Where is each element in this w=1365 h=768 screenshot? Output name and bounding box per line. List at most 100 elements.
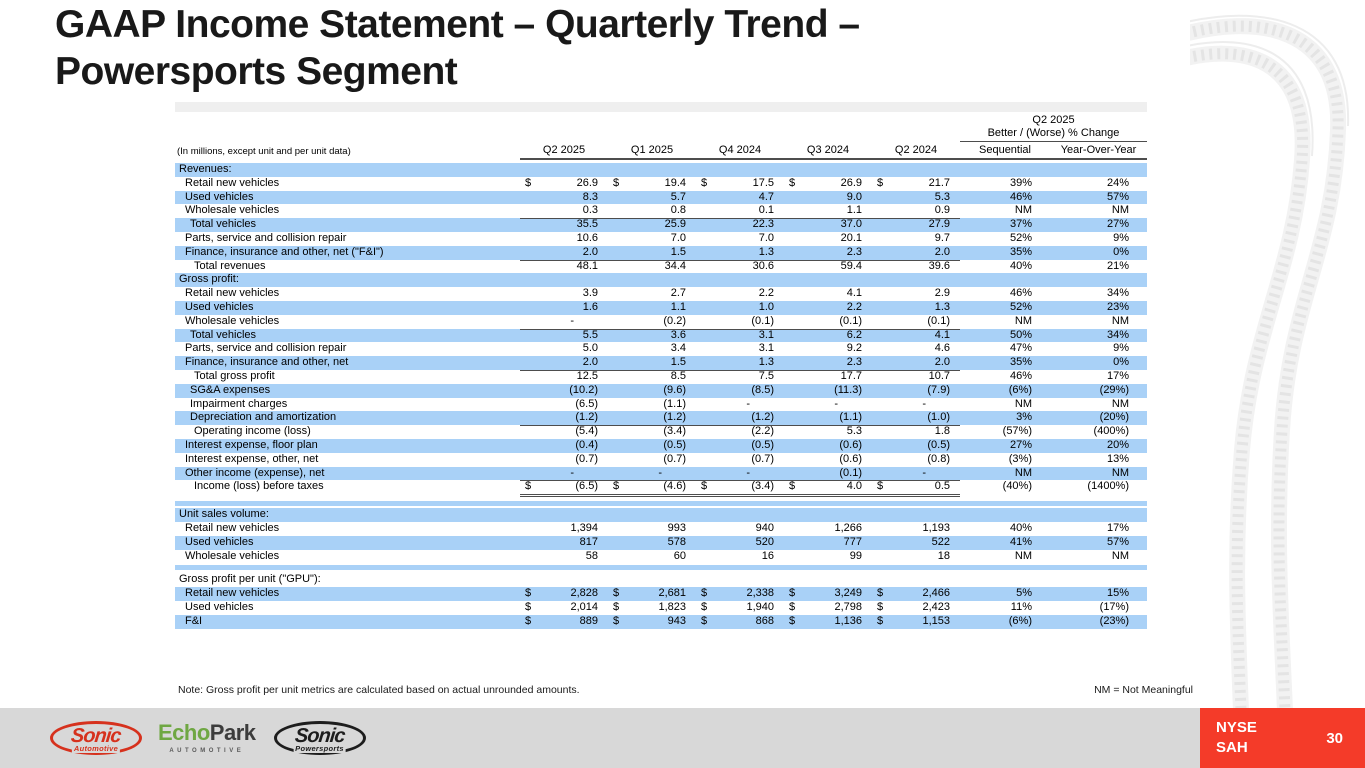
- cell-value: 1,823: [658, 600, 686, 613]
- value-cell: $1,823: [608, 601, 696, 615]
- value-cell: 4.6: [872, 342, 960, 356]
- table-row: Finance, insurance and other, net 2.0 1.5 1…: [175, 356, 1147, 371]
- value-cell: (0.7): [608, 453, 696, 467]
- value-cell: $889: [520, 615, 608, 629]
- cell-value: (1.1): [839, 411, 862, 424]
- row-label: Retail new vehicles: [185, 521, 280, 534]
- sequential-change-cell: 40%: [1009, 259, 1032, 272]
- cell-value: -: [922, 397, 926, 410]
- table-row: Interest expense, floor plan (0.4) (0.5) (0…: [175, 438, 1147, 453]
- value-cell: 16: [696, 550, 784, 564]
- dollar-sign: $: [701, 587, 708, 600]
- value-cell: 9.7: [872, 232, 960, 246]
- dollar-sign: $: [613, 176, 620, 189]
- cell-value: 26.9: [840, 176, 862, 189]
- quarter-column-header: Q2 2025: [542, 144, 586, 156]
- cell-value: 3.1: [758, 328, 774, 341]
- cell-value: (0.7): [575, 452, 598, 465]
- value-cell: (10.2): [520, 384, 608, 398]
- page-title-line2: Powersports Segment: [55, 49, 458, 93]
- sequential-change-cell: (3%): [1008, 452, 1032, 465]
- dollar-sign: $: [877, 480, 884, 493]
- cell-value: 0.1: [758, 204, 774, 217]
- value-cell: 7.0: [608, 232, 696, 246]
- dollar-sign: $: [525, 176, 532, 189]
- value-cell: 7.5: [696, 370, 784, 384]
- cell-value: 1,940: [746, 600, 774, 613]
- yoy-change-cell: NM: [1111, 204, 1129, 217]
- cell-value: 578: [667, 535, 686, 548]
- value-cell: (0.6): [784, 453, 872, 467]
- value-cell: (1.2): [696, 411, 784, 427]
- quarter-column-header: Q3 2024: [806, 144, 850, 156]
- value-cell: 5.0: [520, 342, 608, 356]
- row-label: Parts, service and collision repair: [185, 342, 347, 355]
- table-row: Total revenues 48.1 34.4 30.6 59.4 39.6 40% 21%: [175, 260, 1147, 274]
- value-cell: (0.7): [696, 453, 784, 467]
- cell-value: (0.1): [839, 466, 862, 479]
- yoy-change-cell: NM: [1111, 314, 1129, 327]
- dollar-sign: $: [877, 600, 884, 613]
- cell-value: 4.1: [846, 287, 862, 300]
- sonic-powersports-logo: Sonic Powersports: [273, 721, 366, 755]
- value-cell: $2,798: [784, 601, 872, 615]
- cell-value: (9.6): [663, 383, 686, 396]
- cell-value: 1.5: [670, 356, 686, 369]
- yoy-change-cell: 27%: [1106, 218, 1129, 231]
- cell-value: 9.0: [846, 190, 862, 203]
- cell-value: -: [570, 314, 574, 327]
- value-cell: (2.2): [696, 425, 784, 439]
- change-header-row2: Better / (Worse) % Change: [175, 127, 1147, 142]
- row-label: Income (loss) before taxes: [194, 480, 324, 493]
- cell-value: 2.0: [582, 356, 598, 369]
- sequential-change-cell: NM: [1014, 466, 1032, 479]
- value-cell: (0.1): [784, 467, 872, 482]
- yoy-change-cell: 13%: [1106, 452, 1129, 465]
- yoy-change-cell: NM: [1111, 466, 1129, 479]
- value-cell: 1,193: [872, 522, 960, 536]
- cell-value: 1.8: [934, 425, 950, 438]
- sequential-change-cell: NM: [1014, 397, 1032, 410]
- value-cell: $0.5: [872, 480, 960, 498]
- value-cell: $ (3.4): [696, 480, 784, 498]
- table-row: Used vehicles 817 578 520 777 522 41% 57%: [175, 535, 1147, 550]
- row-label: Parts, service and collision repair: [185, 231, 347, 244]
- value-cell: (0.1): [696, 315, 784, 330]
- sequential-change-cell: 35%: [1009, 356, 1032, 369]
- value-cell: 522: [872, 536, 960, 550]
- dollar-sign: $: [701, 176, 708, 189]
- nm-definition: NM = Not Meaningful: [1094, 684, 1193, 696]
- row-label: Operating income (loss): [194, 425, 311, 438]
- cell-value: (1.1): [663, 397, 686, 410]
- ticker-text: NYSE SAH: [1216, 718, 1257, 759]
- echopark-subtext: AUTOMOTIVE: [169, 748, 245, 754]
- value-cell: 3.1: [696, 329, 784, 343]
- value-cell: -: [520, 315, 608, 330]
- cell-value: (3.4): [663, 425, 686, 438]
- cell-value: 889: [579, 614, 598, 627]
- quarter-column-header: Q1 2025: [630, 144, 674, 156]
- cell-value: 4.6: [934, 342, 950, 355]
- value-cell: 2.2: [784, 301, 872, 315]
- cell-value: 1.1: [846, 204, 862, 217]
- column-header-row: (In millions, except unit and per unit d…: [175, 144, 1147, 160]
- value-cell: $1,940: [696, 601, 784, 615]
- row-label: Other income (expense), net: [185, 466, 325, 479]
- value-cell: $868: [696, 615, 784, 629]
- cell-value: 943: [667, 614, 686, 627]
- value-cell: 2.0: [520, 246, 608, 261]
- cell-value: 2,681: [658, 587, 686, 600]
- value-cell: 34.4: [608, 260, 696, 274]
- cell-value: (0.4): [575, 438, 598, 451]
- value-cell: 5.5: [520, 329, 608, 343]
- cell-value: 4.0: [846, 480, 862, 493]
- cell-value: (7.9): [927, 383, 950, 396]
- cell-value: 2,014: [570, 600, 598, 613]
- income-statement-table: Q2 2025 Better / (Worse) % Change (In mi…: [175, 102, 1147, 629]
- value-cell: (0.5): [608, 439, 696, 453]
- value-cell: (0.4): [520, 439, 608, 453]
- value-cell: 3.6: [608, 329, 696, 343]
- page-title: GAAP Income Statement – Quarterly Trend …: [55, 2, 1015, 96]
- cell-value: 21.7: [928, 176, 950, 189]
- value-cell: $943: [608, 615, 696, 629]
